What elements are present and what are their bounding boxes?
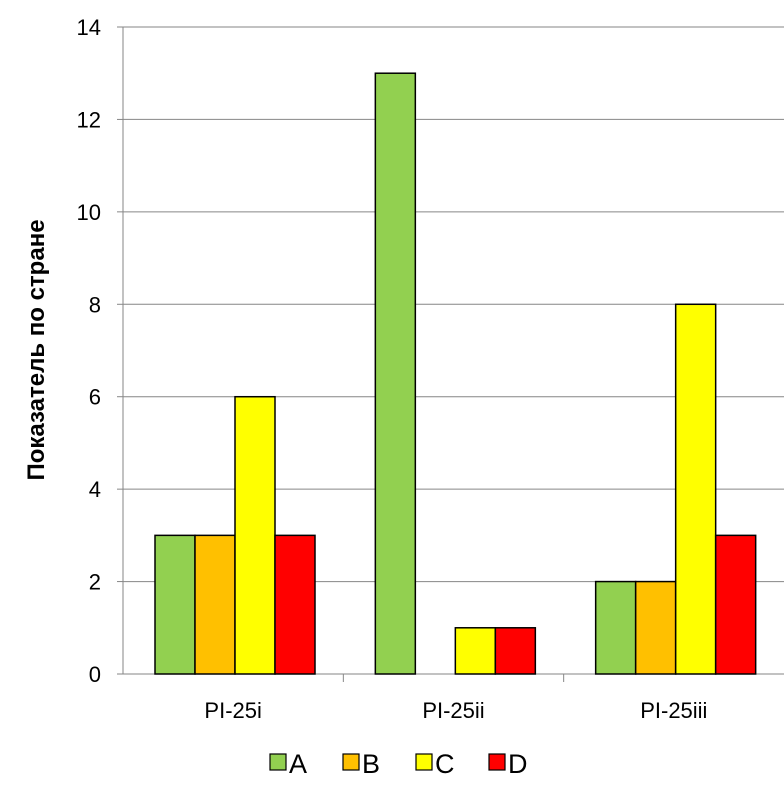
bar-C-PI-25iii bbox=[674, 303, 717, 675]
y-tick-label: 12 bbox=[77, 107, 101, 132]
x-tick-labels: PI-25i PI-25ii PI-25iii bbox=[204, 698, 707, 723]
bar-A-PI-25ii bbox=[374, 72, 417, 675]
y-tick-labels: 0 2 4 6 8 10 12 14 bbox=[77, 15, 101, 687]
bars bbox=[154, 72, 757, 675]
legend-swatch-C bbox=[415, 753, 433, 771]
legend-swatch-D bbox=[488, 753, 506, 771]
legend-swatch-B bbox=[342, 753, 360, 771]
y-tick-label: 14 bbox=[77, 15, 101, 40]
legend: A B C D bbox=[269, 749, 528, 779]
legend-label-A: A bbox=[289, 749, 307, 779]
bar-B-PI-25i bbox=[194, 534, 236, 675]
x-tick-label: PI-25iii bbox=[640, 698, 707, 723]
bar-C-PI-25ii bbox=[454, 627, 497, 675]
legend-label-C: C bbox=[435, 749, 455, 779]
bar-B-PI-25iii bbox=[634, 580, 677, 675]
bar-A-PI-25i bbox=[154, 534, 196, 675]
legend-label-B: B bbox=[362, 749, 380, 779]
gridlines bbox=[123, 26, 784, 583]
legend-label-D: D bbox=[508, 749, 528, 779]
y-tick-label: 0 bbox=[89, 662, 101, 687]
x-tick-label: PI-25ii bbox=[422, 698, 484, 723]
x-tick-label: PI-25i bbox=[204, 698, 261, 723]
y-tick-label: 8 bbox=[89, 292, 101, 317]
bar-D-PI-25iii bbox=[714, 534, 757, 675]
bar-D-PI-25ii bbox=[494, 627, 537, 675]
y-tick-label: 2 bbox=[89, 570, 101, 595]
bar-D-PI-25i bbox=[274, 534, 316, 675]
y-tick-label: 10 bbox=[77, 200, 101, 225]
y-tick-label: 4 bbox=[89, 477, 101, 502]
bar-A-PI-25iii bbox=[594, 580, 637, 675]
bar-C-PI-25i bbox=[234, 395, 276, 675]
legend-swatch-A bbox=[269, 753, 287, 771]
y-tick-label: 6 bbox=[89, 385, 101, 410]
y-axis-title: Показатель по стране bbox=[23, 219, 50, 480]
